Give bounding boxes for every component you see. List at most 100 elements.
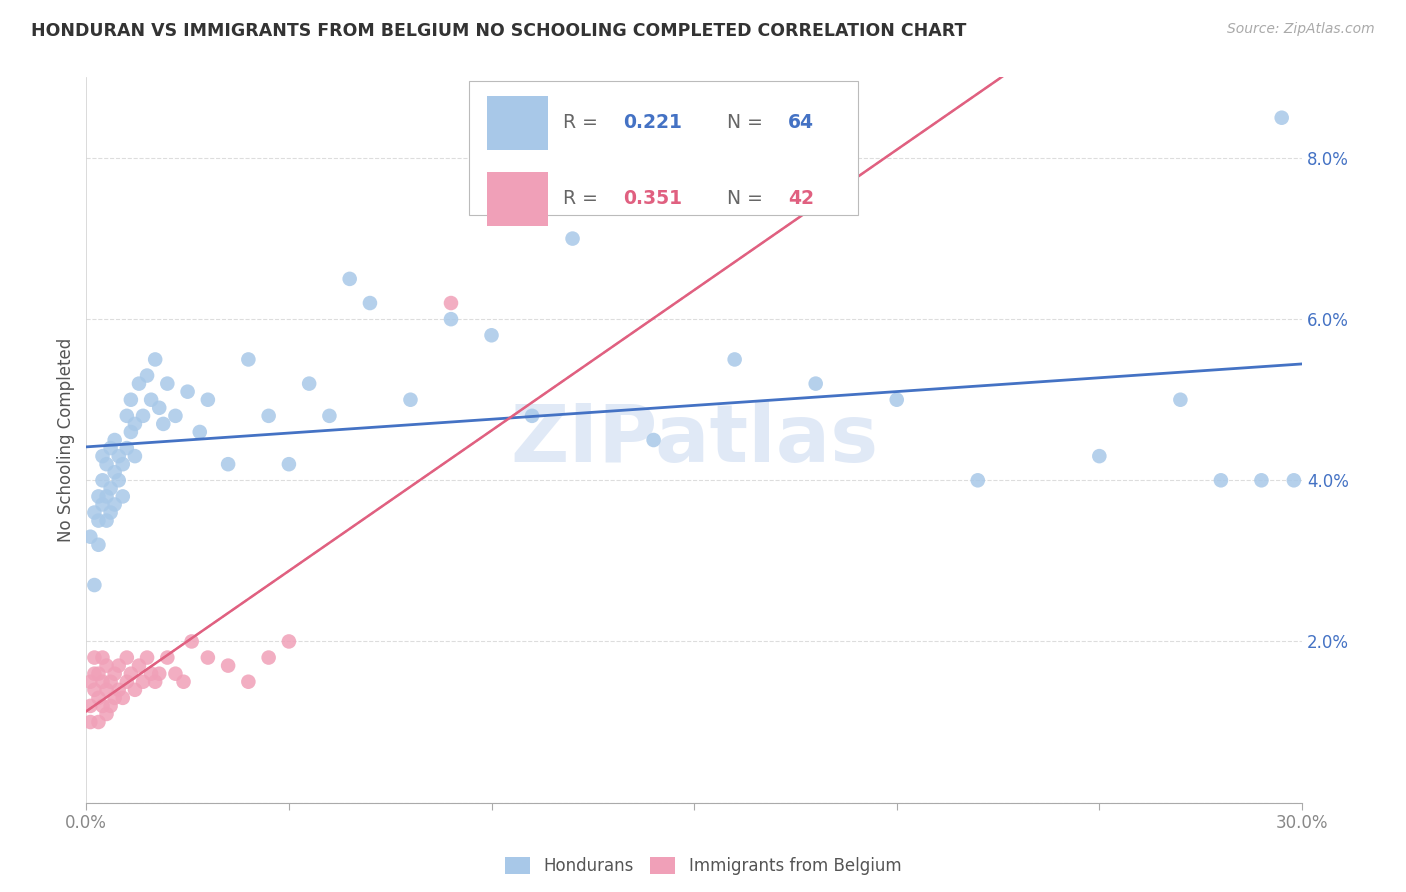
Point <box>238 674 260 689</box>
Point <box>124 417 146 431</box>
Point <box>148 666 170 681</box>
Point <box>83 650 105 665</box>
Point <box>1170 392 1192 407</box>
Point <box>107 449 129 463</box>
Text: 64: 64 <box>787 113 814 132</box>
Point <box>96 514 118 528</box>
Point <box>104 465 127 479</box>
Point <box>107 658 129 673</box>
Point <box>804 376 827 391</box>
Point <box>257 409 280 423</box>
Point <box>120 425 142 439</box>
Point <box>115 674 138 689</box>
Point <box>886 392 908 407</box>
Point <box>520 409 543 423</box>
Point <box>1088 449 1111 463</box>
Point <box>107 473 129 487</box>
Point <box>966 473 988 487</box>
Point <box>165 409 187 423</box>
Point <box>643 433 665 447</box>
Point <box>132 674 155 689</box>
Point <box>359 296 381 310</box>
Point <box>79 530 101 544</box>
Point <box>107 682 129 697</box>
Point <box>87 714 110 729</box>
Text: HONDURAN VS IMMIGRANTS FROM BELGIUM NO SCHOOLING COMPLETED CORRELATION CHART: HONDURAN VS IMMIGRANTS FROM BELGIUM NO S… <box>31 22 966 40</box>
Point <box>96 490 118 504</box>
Point <box>440 296 463 310</box>
Point <box>136 650 159 665</box>
Text: Source: ZipAtlas.com: Source: ZipAtlas.com <box>1227 22 1375 37</box>
Point <box>104 666 127 681</box>
Point <box>188 425 211 439</box>
Point <box>1271 111 1294 125</box>
Point <box>1250 473 1272 487</box>
Point <box>83 578 105 592</box>
Point <box>96 706 118 721</box>
Point <box>120 392 142 407</box>
Point <box>180 634 202 648</box>
Point <box>87 490 110 504</box>
FancyBboxPatch shape <box>488 172 548 226</box>
Point <box>481 328 503 343</box>
Point <box>561 231 583 245</box>
Point <box>124 449 146 463</box>
Text: 0.221: 0.221 <box>624 113 682 132</box>
Point <box>91 473 114 487</box>
Text: 42: 42 <box>787 189 814 209</box>
Point <box>399 392 422 407</box>
FancyBboxPatch shape <box>470 81 858 215</box>
Point <box>128 658 150 673</box>
Point <box>277 634 299 648</box>
Point <box>217 457 239 471</box>
Point <box>91 674 114 689</box>
Point <box>148 401 170 415</box>
Point <box>96 658 118 673</box>
Point <box>87 514 110 528</box>
Point <box>152 417 174 431</box>
Point <box>197 392 219 407</box>
Point <box>257 650 280 665</box>
Text: R =: R = <box>562 189 603 209</box>
Point <box>173 674 195 689</box>
Point <box>115 650 138 665</box>
Point <box>79 674 101 689</box>
Point <box>318 409 340 423</box>
Point <box>91 698 114 713</box>
Point <box>115 409 138 423</box>
Point <box>104 433 127 447</box>
Text: N =: N = <box>727 113 769 132</box>
Point <box>111 457 134 471</box>
Point <box>217 658 239 673</box>
Point <box>83 666 105 681</box>
Point <box>197 650 219 665</box>
Point <box>96 457 118 471</box>
Point <box>91 650 114 665</box>
Point <box>111 490 134 504</box>
Point <box>298 376 321 391</box>
Point <box>1282 473 1305 487</box>
FancyBboxPatch shape <box>488 95 548 150</box>
Y-axis label: No Schooling Completed: No Schooling Completed <box>58 338 75 542</box>
Point <box>139 392 162 407</box>
Point <box>128 376 150 391</box>
Point <box>111 690 134 705</box>
Point <box>87 666 110 681</box>
Point <box>79 714 101 729</box>
Point <box>156 650 179 665</box>
Point <box>100 506 122 520</box>
Point <box>440 312 463 326</box>
Legend: Hondurans, Immigrants from Belgium: Hondurans, Immigrants from Belgium <box>496 849 910 884</box>
Text: 0.351: 0.351 <box>624 189 683 209</box>
Point <box>104 690 127 705</box>
Point <box>1209 473 1232 487</box>
Point <box>83 682 105 697</box>
Point <box>100 674 122 689</box>
Point <box>143 674 166 689</box>
Point <box>339 272 361 286</box>
Point <box>176 384 198 399</box>
Point <box>165 666 187 681</box>
Point <box>143 352 166 367</box>
Point <box>132 409 155 423</box>
Point <box>91 449 114 463</box>
